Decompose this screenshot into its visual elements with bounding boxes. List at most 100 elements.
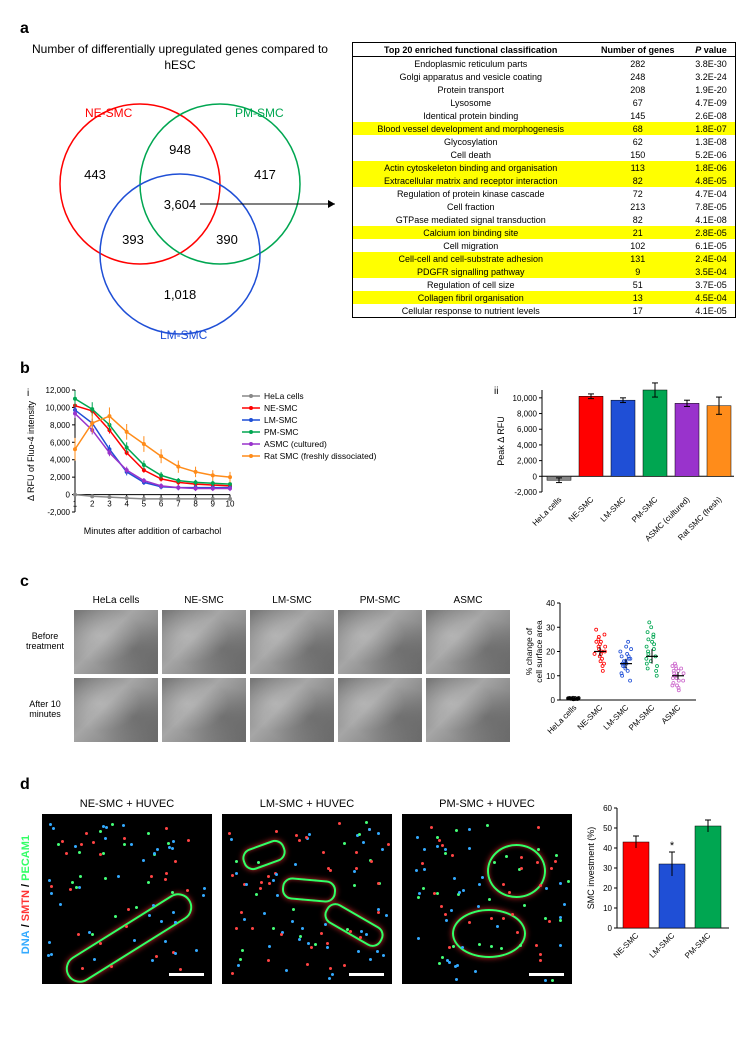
- panel-a-label: a: [20, 20, 736, 38]
- svg-text:3: 3: [107, 500, 112, 509]
- venn-diagram: NE-SMCPM-SMCLM-SMC4434171,0189483933903,…: [25, 79, 335, 339]
- micrograph-image: [250, 678, 334, 742]
- svg-text:20: 20: [546, 648, 555, 657]
- svg-text:NE-SMC: NE-SMC: [612, 931, 641, 960]
- svg-text:PM-SMC: PM-SMC: [683, 931, 712, 960]
- svg-text:HeLa cells: HeLa cells: [264, 391, 304, 401]
- svg-text:LM-SMC: LM-SMC: [602, 703, 631, 732]
- svg-text:% change of: % change of: [524, 627, 534, 675]
- svg-text:6,000: 6,000: [50, 438, 71, 447]
- svg-text:10: 10: [546, 672, 555, 681]
- micrograph-image: [426, 610, 510, 674]
- micro-row-label: Before treatment: [20, 632, 70, 652]
- svg-text:8,000: 8,000: [50, 421, 71, 430]
- svg-text:Peak Δ RFU: Peak Δ RFU: [496, 416, 506, 466]
- fluorescence-col: LM-SMC + HUVEC: [222, 798, 392, 984]
- line-chart: -2,00002,0004,0006,0008,00010,00012,0001…: [20, 382, 430, 537]
- svg-text:4,000: 4,000: [517, 441, 538, 450]
- svg-text:NE-SMC: NE-SMC: [567, 495, 596, 524]
- panel-c: c HeLa cellsNE-SMCLM-SMCPM-SMCASMCBefore…: [20, 573, 736, 758]
- panel-c-label: c: [20, 573, 736, 591]
- scatter-chart: 010203040% change ofcell surface areaHeL…: [522, 595, 712, 755]
- svg-text:7: 7: [176, 500, 181, 509]
- fluorescence-row: NE-SMC + HUVEC LM-SMC + HUVEC PM-SMC + HUV…: [42, 798, 572, 984]
- svg-text:0: 0: [66, 491, 71, 500]
- svg-text:393: 393: [122, 232, 144, 247]
- legend-smtn: SMTN: [20, 890, 32, 921]
- svg-text:PM-SMC: PM-SMC: [627, 703, 656, 732]
- svg-text:LM-SMC: LM-SMC: [648, 931, 677, 960]
- svg-text:1,018: 1,018: [164, 287, 197, 302]
- peak-bar-chart: -2,00002,0004,0006,0008,00010,000Peak Δ …: [490, 382, 750, 552]
- panel-d-label: d: [20, 776, 736, 794]
- svg-text:PM-SMC: PM-SMC: [235, 106, 284, 120]
- panel-d: d DNA / SMTN / PECAM1 NE-SMC + HUVECLM-S…: [20, 776, 736, 991]
- svg-text:LM-SMC: LM-SMC: [599, 495, 628, 524]
- svg-text:0: 0: [533, 472, 538, 481]
- micrograph-image: [250, 610, 334, 674]
- svg-text:Δ RFU of Fluo-4 intensity: Δ RFU of Fluo-4 intensity: [26, 401, 36, 502]
- svg-text:10: 10: [603, 904, 612, 913]
- micrograph-image: [426, 678, 510, 742]
- svg-text:390: 390: [216, 232, 238, 247]
- micrograph-grid: HeLa cellsNE-SMCLM-SMCPM-SMCASMCBefore t…: [20, 595, 510, 742]
- svg-text:40: 40: [546, 599, 555, 608]
- svg-text:Rat SMC (freshly dissociated): Rat SMC (freshly dissociated): [264, 451, 377, 461]
- micro-col-header: LM-SMC: [250, 595, 334, 606]
- micrograph-image: [162, 610, 246, 674]
- svg-text:HeLa cells: HeLa cells: [531, 495, 564, 528]
- micrograph-image: [162, 678, 246, 742]
- venn-column: Number of differentially upregulated gen…: [20, 42, 340, 342]
- svg-text:*: *: [670, 840, 675, 852]
- micro-col-header: PM-SMC: [338, 595, 422, 606]
- svg-text:20: 20: [603, 884, 612, 893]
- svg-text:3,604: 3,604: [164, 197, 197, 212]
- fluorescence-title: LM-SMC + HUVEC: [222, 798, 392, 810]
- svg-text:0: 0: [551, 696, 556, 705]
- svg-text:8: 8: [193, 500, 198, 509]
- svg-text:8,000: 8,000: [517, 410, 538, 419]
- svg-text:ASMC (cultured): ASMC (cultured): [264, 439, 327, 449]
- svg-text:NE-SMC: NE-SMC: [576, 703, 605, 732]
- svg-text:2: 2: [90, 500, 95, 509]
- svg-text:9: 9: [211, 500, 216, 509]
- svg-text:SMC investment (%): SMC investment (%): [586, 827, 596, 910]
- micro-col-header: NE-SMC: [162, 595, 246, 606]
- panel-b-label: b: [20, 360, 736, 378]
- svg-text:40: 40: [603, 844, 612, 853]
- fluorescence-col: PM-SMC + HUVEC: [402, 798, 572, 984]
- svg-text:2,000: 2,000: [50, 473, 71, 482]
- micrograph-image: [74, 678, 158, 742]
- legend-dna: DNA: [20, 930, 32, 954]
- peak-bar-box: -2,00002,0004,0006,0008,00010,000Peak Δ …: [490, 382, 750, 555]
- scatter-box: 010203040% change ofcell surface areaHeL…: [522, 595, 702, 758]
- svg-text:cell surface area: cell surface area: [534, 620, 544, 683]
- svg-text:10,000: 10,000: [46, 404, 71, 413]
- enrichment-table: Top 20 enriched functional classificatio…: [352, 42, 736, 318]
- micro-col-header: ASMC: [426, 595, 510, 606]
- svg-text:4: 4: [124, 500, 129, 509]
- line-chart-box: -2,00002,0004,0006,0008,00010,00012,0001…: [20, 382, 430, 540]
- fluorescence-title: NE-SMC + HUVEC: [42, 798, 212, 810]
- svg-text:NE-SMC: NE-SMC: [85, 106, 133, 120]
- svg-text:-2,000: -2,000: [514, 488, 537, 497]
- svg-text:4,000: 4,000: [50, 456, 71, 465]
- svg-text:60: 60: [603, 804, 612, 813]
- micrograph-image: [74, 610, 158, 674]
- svg-text:2,000: 2,000: [517, 457, 538, 466]
- svg-text:HeLa cells: HeLa cells: [546, 703, 579, 736]
- svg-text:i: i: [27, 388, 29, 399]
- fluorescence-image: [222, 814, 392, 984]
- fluorescence-image: [42, 814, 212, 984]
- enrichment-table-column: Top 20 enriched functional classificatio…: [352, 42, 736, 342]
- svg-text:Minutes after addition of carb: Minutes after addition of carbachol: [84, 526, 222, 536]
- investment-bar-chart: 0102030405060SMC investment (%)NE-SMC*LM…: [582, 798, 732, 988]
- svg-text:948: 948: [169, 142, 191, 157]
- svg-text:1: 1: [73, 500, 78, 509]
- svg-text:6: 6: [159, 500, 164, 509]
- svg-text:50: 50: [603, 824, 612, 833]
- panel-b: b -2,000 0 2,000 4,000 6,000 8,000 10,000 1 2,00…: [20, 360, 736, 555]
- panel-a: a Number of differentially upregulated g…: [20, 20, 736, 342]
- svg-text:ii: ii: [494, 386, 498, 397]
- legend-pecam: PECAM1: [20, 835, 32, 881]
